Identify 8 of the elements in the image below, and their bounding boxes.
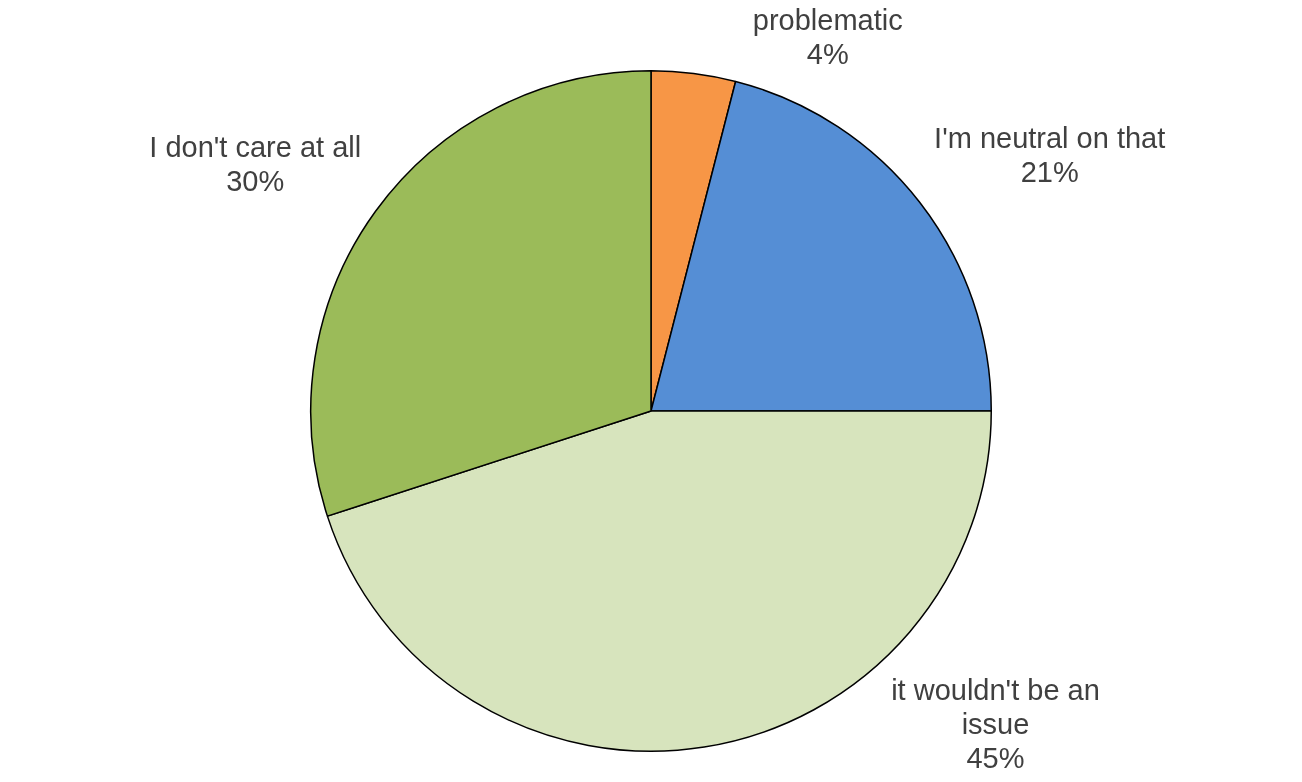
data-label: 21%	[1020, 156, 1079, 189]
data-label: 45%	[966, 742, 1025, 774]
slice-label: it wouldn't be an issue	[891, 674, 1100, 740]
slice-label: I'm neutral on that	[934, 122, 1166, 155]
data-label: 4%	[806, 38, 849, 70]
slice-label: I don't care at all	[149, 131, 362, 164]
slice-label: problematic	[752, 4, 903, 36]
data-label: 30%	[226, 165, 285, 198]
